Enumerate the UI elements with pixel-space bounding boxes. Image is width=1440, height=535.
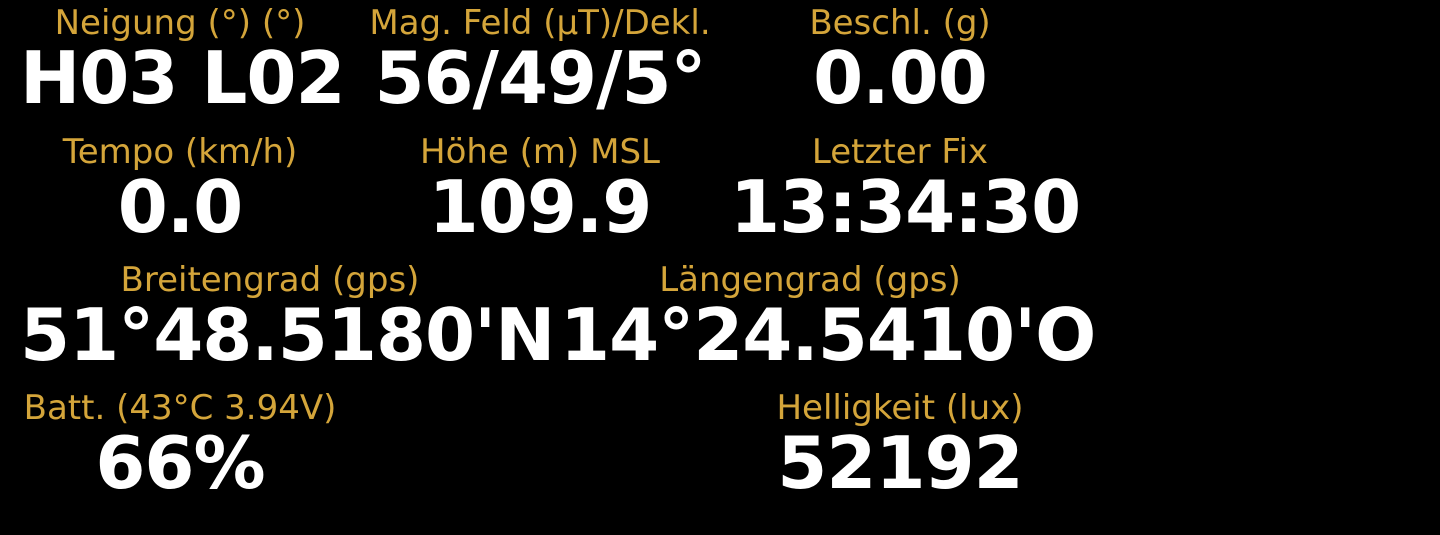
reading-beschleunigung: Beschl. (g) 0.00 xyxy=(740,4,1060,114)
helligkeit-label: Helligkeit (lux) xyxy=(776,388,1024,428)
reading-letzter-fix: Letzter Fix 13:34:30 xyxy=(730,132,1081,249)
hoehe-value: 109.9 xyxy=(428,165,653,249)
breitengrad-value: 51°48.5180'N xyxy=(20,293,555,377)
beschleunigung-label: Beschl. (g) xyxy=(809,3,991,43)
laengengrad-value: 14°24.5410'O xyxy=(560,293,1096,377)
batterie-label: Batt. (43°C 3.94V) xyxy=(23,388,337,428)
reading-tempo: Tempo (km/h) 0.0 xyxy=(20,133,340,243)
hoehe-label: Höhe (m) MSL xyxy=(420,132,660,172)
neigung-value: H03 L02 xyxy=(20,36,346,120)
mag-feld-value: 56/49/5° xyxy=(374,36,706,120)
tempo-label: Tempo (km/h) xyxy=(62,132,298,172)
letzter-fix-value: 13:34:30 xyxy=(730,165,1081,249)
reading-helligkeit: Helligkeit (lux) 52192 xyxy=(740,389,1060,499)
reading-hoehe: Höhe (m) MSL 109.9 xyxy=(370,133,710,243)
reading-batterie: Batt. (43°C 3.94V) 66% xyxy=(20,389,340,499)
letzter-fix-label: Letzter Fix xyxy=(811,132,989,172)
helligkeit-value: 52192 xyxy=(777,421,1024,505)
breitengrad-label: Breitengrad (gps) xyxy=(120,260,420,300)
neigung-label: Neigung (°) (°) xyxy=(54,3,306,43)
reading-mag-feld: Mag. Feld (µT)/Dekl. 56/49/5° xyxy=(350,4,730,114)
beschleunigung-value: 0.00 xyxy=(813,36,988,120)
laengengrad-label: Längengrad (gps) xyxy=(659,260,961,300)
reading-breitengrad: Breitengrad (gps) 51°48.5180'N xyxy=(20,260,555,377)
reading-laengengrad: Längengrad (gps) 14°24.5410'O xyxy=(560,260,1096,377)
tempo-value: 0.0 xyxy=(117,165,244,249)
mag-feld-label: Mag. Feld (µT)/Dekl. xyxy=(369,3,711,43)
batterie-value: 66% xyxy=(95,421,265,505)
reading-neigung: Neigung (°) (°) H03 L02 xyxy=(20,3,346,120)
